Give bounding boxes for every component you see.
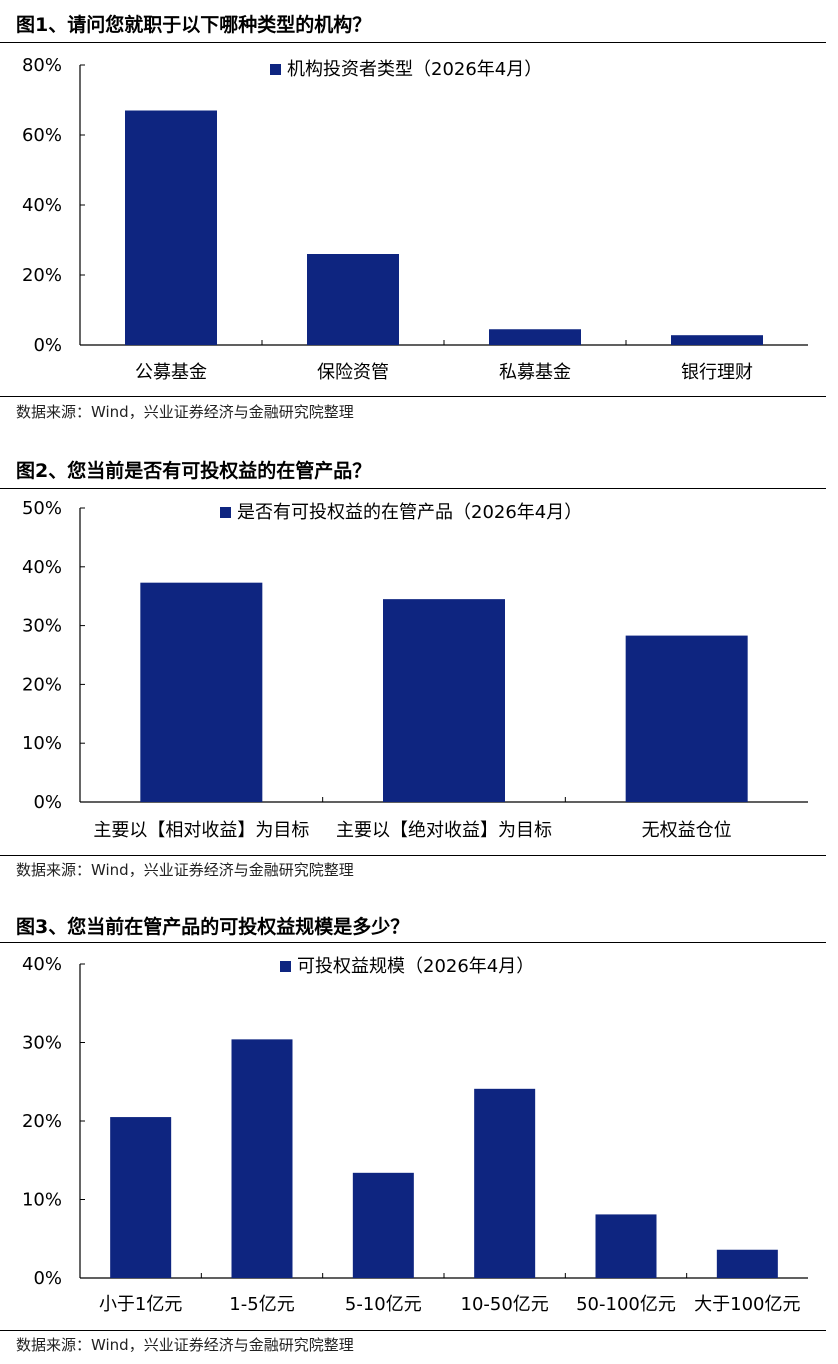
y-tick-label: 0%: [33, 792, 62, 813]
figure-2-top-rule: [0, 488, 826, 489]
y-tick-label: 0%: [33, 1268, 62, 1289]
legend-label: 是否有可投权益的在管产品（2026年4月）: [237, 502, 582, 523]
y-tick-label: 20%: [22, 265, 62, 286]
bar: [125, 110, 217, 345]
x-category-label: 无权益仓位: [642, 820, 732, 841]
x-category-label: 私募基金: [499, 362, 571, 383]
bar: [489, 329, 581, 345]
y-tick-label: 40%: [22, 557, 62, 578]
figure-1-top-rule: [0, 42, 826, 43]
y-tick-label: 40%: [22, 195, 62, 216]
bar: [383, 599, 505, 802]
x-category-label: 50-100亿元: [576, 1294, 676, 1315]
y-tick-label: 20%: [22, 674, 62, 695]
bar: [352, 1172, 414, 1278]
bar: [110, 1117, 172, 1278]
x-category-label: 小于1亿元: [99, 1294, 182, 1315]
x-category-label: 保险资管: [317, 362, 389, 383]
bar: [671, 335, 763, 345]
figure-1-chart: 0% 20% 40% 60% 80% 公募基金 保险资管 私募基金 银行理财 机构投资者类型（20…: [22, 55, 808, 383]
legend-label: 机构投资者类型（2026年4月）: [287, 59, 542, 80]
figure-1-title: 图1、请问您就职于以下哪种类型的机构？: [16, 14, 372, 36]
figure-2-title: 图2、您当前是否有可投权益的在管产品？: [16, 460, 372, 482]
bar: [231, 1039, 293, 1278]
legend-swatch: [220, 507, 231, 518]
y-tick-label: 10%: [22, 733, 62, 754]
x-category-label: 10-50亿元: [461, 1294, 549, 1315]
figure-3-top-rule: [0, 942, 826, 943]
figure-1-source: 数据来源：Wind，兴业证券经济与金融研究院整理: [16, 403, 354, 421]
y-tick-label: 20%: [22, 1111, 62, 1132]
y-tick-label: 80%: [22, 55, 62, 76]
bar: [595, 1214, 657, 1278]
bar: [307, 254, 399, 345]
figure-1-bottom-rule: [0, 396, 826, 397]
figure-2-bottom-rule: [0, 855, 826, 856]
bar: [716, 1249, 778, 1278]
figure-3-bottom-rule: [0, 1330, 826, 1331]
figure-3-chart: 0% 10% 20% 30% 40% 小于1亿元 1-5亿元 5-10亿元 10-50亿元 50-…: [22, 954, 808, 1315]
legend-swatch: [280, 961, 291, 972]
figure-3-source: 数据来源：Wind，兴业证券经济与金融研究院整理: [16, 1336, 354, 1354]
x-category-label: 主要以【相对收益】为目标: [93, 820, 309, 841]
y-tick-label: 50%: [22, 498, 62, 519]
y-tick-label: 40%: [22, 954, 62, 975]
y-tick-label: 60%: [22, 125, 62, 146]
x-category-label: 公募基金: [135, 362, 207, 383]
y-tick-label: 0%: [33, 335, 62, 356]
y-tick-label: 30%: [22, 616, 62, 637]
x-category-label: 1-5亿元: [229, 1294, 294, 1315]
y-tick-label: 30%: [22, 1033, 62, 1054]
figure-2-chart: 0% 10% 20% 30% 40% 50% 主要以【相对收益】为目标 主要以【绝对收益】为目…: [22, 498, 808, 841]
figure-2-source: 数据来源：Wind，兴业证券经济与金融研究院整理: [16, 861, 354, 879]
x-category-label: 主要以【绝对收益】为目标: [336, 820, 552, 841]
figure-3-title: 图3、您当前在管产品的可投权益规模是多少？: [16, 916, 410, 938]
legend-swatch: [270, 64, 281, 75]
x-category-label: 大于100亿元: [694, 1294, 800, 1315]
bar: [625, 635, 748, 802]
legend-label: 可投权益规模（2026年4月）: [297, 956, 534, 977]
bar: [140, 582, 263, 802]
y-tick-label: 10%: [22, 1190, 62, 1211]
x-category-label: 银行理财: [681, 362, 753, 383]
x-category-label: 5-10亿元: [345, 1294, 422, 1315]
bar: [474, 1088, 536, 1278]
